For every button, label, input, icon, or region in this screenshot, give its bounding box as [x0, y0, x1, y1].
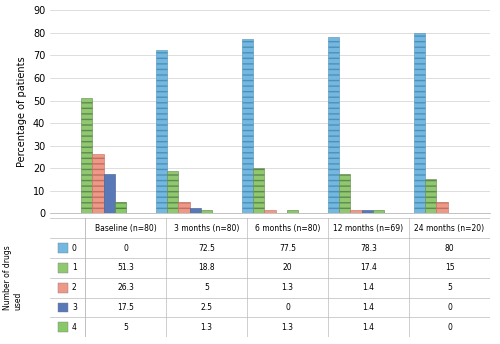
Text: 3 months (n=80): 3 months (n=80)	[174, 224, 240, 233]
Bar	[253, 168, 264, 213]
Bar	[178, 202, 190, 213]
Text: 80: 80	[444, 244, 454, 252]
Text: 26.3: 26.3	[117, 283, 134, 292]
Text: 12 months (n=69): 12 months (n=69)	[334, 224, 404, 233]
Text: 77.5: 77.5	[279, 244, 296, 252]
Text: 15: 15	[444, 264, 454, 272]
Text: 0: 0	[123, 244, 128, 252]
Bar	[190, 208, 201, 213]
Text: 5: 5	[204, 283, 209, 292]
Bar	[373, 210, 384, 213]
Text: 17.4: 17.4	[360, 264, 377, 272]
Bar	[414, 33, 426, 213]
Text: 2.5: 2.5	[200, 303, 212, 312]
Text: 0: 0	[72, 244, 77, 252]
Text: 17.5: 17.5	[117, 303, 134, 312]
Bar	[436, 202, 448, 213]
Bar	[58, 263, 68, 273]
Text: 18.8: 18.8	[198, 264, 215, 272]
Bar	[58, 302, 68, 312]
Bar	[328, 37, 339, 213]
Text: 20: 20	[283, 264, 292, 272]
Bar	[167, 171, 178, 213]
Text: 1.3: 1.3	[282, 323, 294, 332]
Bar	[104, 174, 115, 213]
Bar	[339, 174, 350, 213]
Text: 4: 4	[72, 323, 77, 332]
Text: 51.3: 51.3	[117, 264, 134, 272]
Bar	[81, 98, 92, 213]
Text: 2: 2	[72, 283, 77, 292]
Text: 1.4: 1.4	[362, 303, 374, 312]
Text: Number of drugs
used: Number of drugs used	[2, 245, 22, 310]
Text: 3: 3	[72, 303, 77, 312]
Bar	[201, 210, 212, 213]
Text: 78.3: 78.3	[360, 244, 377, 252]
Text: 24 months (n=20): 24 months (n=20)	[414, 224, 484, 233]
Text: Baseline (n=80): Baseline (n=80)	[95, 224, 156, 233]
Text: 6 months (n=80): 6 months (n=80)	[255, 224, 320, 233]
Bar	[156, 50, 167, 213]
Text: 1.4: 1.4	[362, 283, 374, 292]
Text: 1.3: 1.3	[282, 283, 294, 292]
Bar	[58, 322, 68, 332]
Bar	[287, 210, 298, 213]
Text: 1: 1	[72, 264, 77, 272]
Y-axis label: Percentage of patients: Percentage of patients	[17, 56, 27, 167]
Bar	[92, 154, 104, 213]
Bar	[264, 210, 276, 213]
Bar	[362, 210, 373, 213]
Text: 0: 0	[447, 303, 452, 312]
Text: 0: 0	[447, 323, 452, 332]
Bar	[58, 243, 68, 253]
Bar	[242, 39, 253, 213]
Text: 5: 5	[123, 323, 128, 332]
Bar	[114, 202, 126, 213]
Text: 0: 0	[285, 303, 290, 312]
Bar	[426, 180, 436, 213]
Text: 1.4: 1.4	[362, 323, 374, 332]
Text: 1.3: 1.3	[200, 323, 212, 332]
Bar	[350, 210, 362, 213]
Bar	[58, 283, 68, 293]
Text: 5: 5	[447, 283, 452, 292]
Text: 72.5: 72.5	[198, 244, 215, 252]
